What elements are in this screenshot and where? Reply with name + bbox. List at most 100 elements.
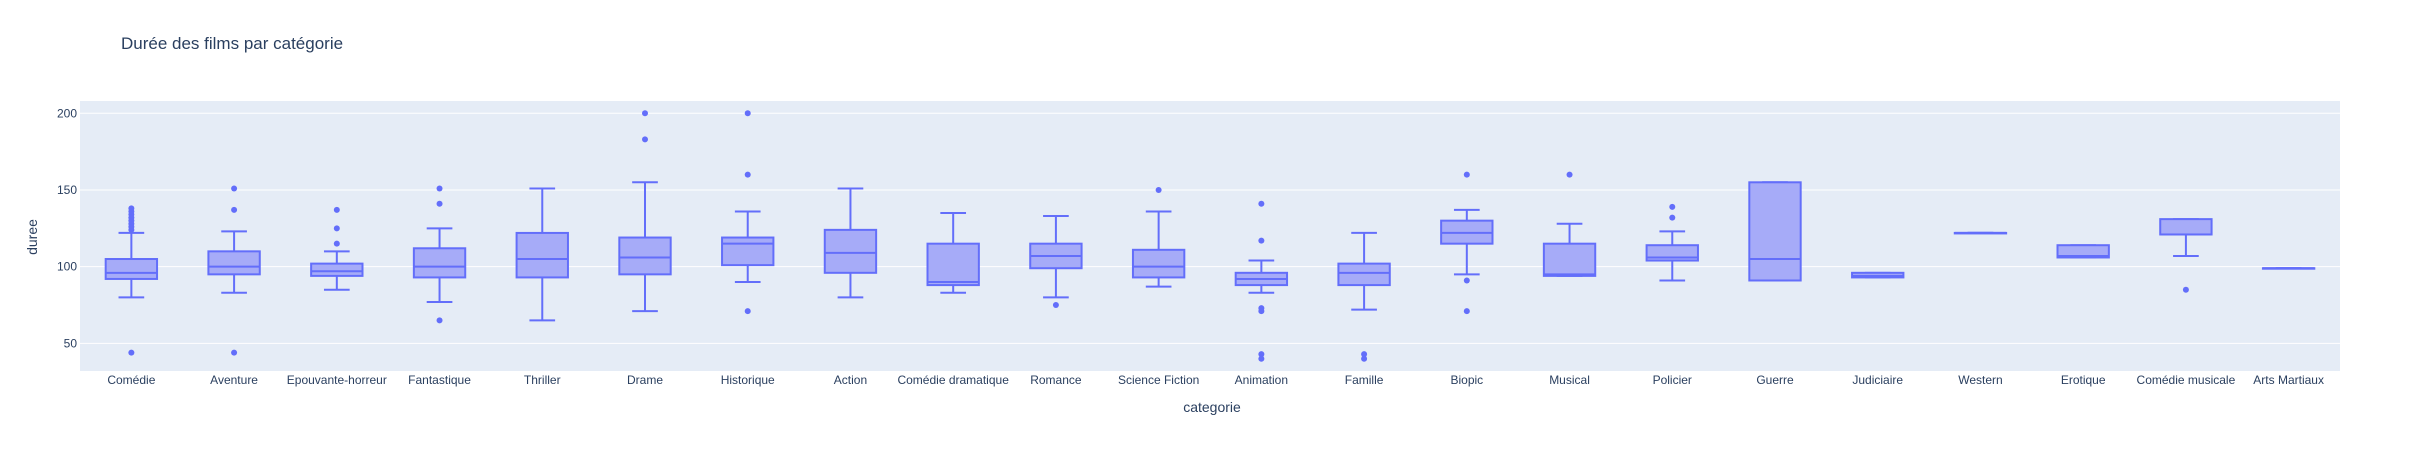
box-iqr <box>310 262 364 277</box>
y-tick-label: 150 <box>57 183 77 197</box>
box-iqr <box>823 228 878 274</box>
x-axis-ticks: Comédie Aventure Epouvante-horreur Fantasti… <box>107 373 2324 387</box>
x-tick-label: Action <box>834 373 867 387</box>
box-iqr <box>618 236 672 276</box>
x-tick-label: Epouvante-horreur <box>287 373 387 387</box>
box-iqr <box>1542 242 1597 277</box>
box-3 <box>310 206 364 291</box>
x-tick-label: Comédie musicale <box>2137 373 2236 387</box>
box-7 <box>721 110 775 315</box>
box-8 <box>823 187 878 299</box>
box-4 <box>412 185 467 324</box>
y-axis-ticks: 50 100 150 200 <box>57 106 77 350</box>
box-15 <box>1542 171 1597 277</box>
outlier-point <box>1463 277 1470 284</box>
box-series <box>104 110 2316 362</box>
outlier-point <box>744 110 751 117</box>
x-axis-title: categorie <box>1183 399 1241 415</box>
outlier-point <box>1155 186 1162 193</box>
outlier-point <box>333 206 340 213</box>
outlier-point <box>1361 355 1368 362</box>
x-tick-label: Policier <box>1653 373 1692 387</box>
outlier-point <box>1052 302 1059 309</box>
x-tick-label: Comédie dramatique <box>897 373 1009 387</box>
box-16 <box>1645 203 1699 282</box>
box-17 <box>1748 181 1802 282</box>
box-1 <box>104 205 159 356</box>
outlier-point <box>1566 171 1573 178</box>
box-11 <box>1131 186 1186 288</box>
outlier-point <box>128 205 135 212</box>
x-tick-label: Aventure <box>210 373 258 387</box>
box-20 <box>2056 244 2110 259</box>
outlier-point <box>231 349 238 356</box>
box-iqr <box>1131 248 1186 279</box>
outlier-point <box>333 240 340 247</box>
x-tick-label: Arts Martiaux <box>2253 373 2324 387</box>
box-13 <box>1337 231 1391 362</box>
outlier-point <box>436 185 443 192</box>
box-22 <box>2261 267 2316 270</box>
outlier-point <box>1258 355 1265 362</box>
x-tick-label: Western <box>1958 373 2002 387</box>
x-tick-label: Comédie <box>107 373 155 387</box>
y-axis-title: duree <box>24 219 40 255</box>
box-18 <box>1851 271 1905 279</box>
box-iqr <box>515 231 569 279</box>
box-5 <box>515 187 569 322</box>
outlier-point <box>642 136 648 143</box>
box-2 <box>207 185 261 356</box>
x-tick-label: Guerre <box>1756 373 1794 387</box>
outlier-point <box>1669 214 1676 221</box>
outlier-point <box>1463 308 1470 315</box>
x-tick-label: Judiciaire <box>1852 373 1903 387</box>
y-tick-label: 50 <box>64 336 78 350</box>
box-iqr <box>2056 244 2110 259</box>
x-tick-label: Biopic <box>1450 373 1483 387</box>
box-14 <box>1440 171 1494 315</box>
x-tick-label: Drame <box>627 373 663 387</box>
outlier-point <box>333 225 340 232</box>
y-tick-label: 100 <box>57 260 77 274</box>
outlier-point <box>1258 237 1265 244</box>
chart-title: Durée des films par catégorie <box>121 34 343 53</box>
x-tick-label: Animation <box>1235 373 1288 387</box>
box-iqr <box>1337 262 1391 287</box>
outlier-point <box>231 206 238 213</box>
outlier-point <box>1258 351 1265 358</box>
box-6 <box>618 110 672 313</box>
x-tick-label: Erotique <box>2061 373 2106 387</box>
x-tick-label: Science Fiction <box>1118 373 1199 387</box>
outlier-point <box>744 171 751 178</box>
outlier-point <box>2182 286 2189 293</box>
x-tick-label: Historique <box>721 373 775 387</box>
outlier-point <box>1463 171 1470 178</box>
outlier-point <box>1258 200 1265 207</box>
outlier-point <box>1258 305 1265 312</box>
box-12 <box>1234 200 1289 362</box>
x-tick-label: Musical <box>1549 373 1590 387</box>
x-tick-label: Famille <box>1345 373 1384 387</box>
x-tick-label: Thriller <box>524 373 561 387</box>
outlier-point <box>744 308 751 315</box>
y-tick-label: 200 <box>57 106 77 120</box>
box-iqr <box>2159 218 2213 236</box>
box-10 <box>1029 215 1083 309</box>
x-tick-label: Romance <box>1030 373 1082 387</box>
box-iqr <box>207 250 261 276</box>
outlier-point <box>1669 203 1676 210</box>
outlier-point <box>642 110 648 117</box>
box-9 <box>926 211 980 294</box>
box-19 <box>1953 231 2008 235</box>
outlier-point <box>1361 351 1368 358</box>
box-iqr <box>926 242 980 287</box>
box-iqr <box>104 258 159 280</box>
box-iqr <box>412 247 467 279</box>
outlier-point <box>128 349 135 356</box>
box-iqr <box>721 236 775 267</box>
outlier-point <box>436 317 443 324</box>
box-21 <box>2159 218 2213 293</box>
x-tick-label: Fantastique <box>408 373 471 387</box>
outlier-point <box>231 185 238 192</box>
